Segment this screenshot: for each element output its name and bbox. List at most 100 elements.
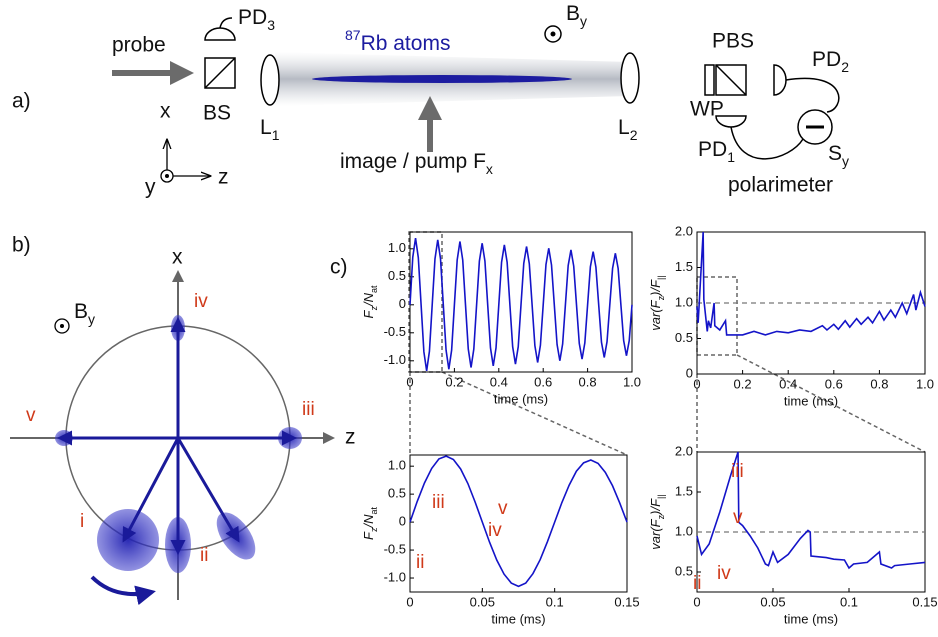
- vector: [176, 437, 240, 543]
- label-part: PD: [698, 138, 727, 161]
- annotation: v: [498, 498, 508, 519]
- x-tick-label: 0.1: [546, 594, 564, 609]
- zoom-connector: [441, 371, 628, 456]
- lens-l1: [260, 54, 280, 106]
- y-axis-label: var(Fz)/F||: [648, 494, 666, 549]
- label-part: at: [369, 507, 379, 515]
- y-tick-label: -0.5: [384, 541, 406, 556]
- by-dot: [550, 31, 556, 37]
- label-part: F: [361, 531, 376, 540]
- wp-label: WP: [690, 98, 724, 121]
- axis-y-label: y: [145, 176, 156, 199]
- label-part: var(F: [648, 299, 663, 330]
- axis-x-label: x: [160, 100, 171, 123]
- x-tick-label: 0.05: [760, 594, 785, 609]
- x-tick-label: 0.4: [779, 376, 797, 391]
- by-symbol: [54, 318, 70, 334]
- x-tick-label: 0.4: [490, 374, 508, 389]
- x-tick-label: 0.8: [870, 376, 888, 391]
- x-axis-label: time (ms): [491, 611, 545, 626]
- x-tick-label: 0.15: [614, 594, 639, 609]
- lens-l2: [620, 52, 640, 104]
- label-part: Rb atoms: [361, 32, 451, 55]
- label-part: ||: [656, 275, 666, 280]
- y-tick-label: 0.5: [388, 486, 406, 501]
- label-part: 2: [841, 59, 849, 75]
- label-part: ||: [656, 494, 666, 499]
- state-label: v: [26, 405, 36, 426]
- label-part: L: [618, 116, 630, 139]
- zoom-guides: [408, 231, 926, 456]
- atoms-label: 87Rb atoms: [345, 27, 450, 55]
- pbs-cube: [715, 64, 747, 96]
- pd1-label: PD1: [698, 138, 735, 165]
- annotation: ii: [416, 552, 424, 573]
- bs-diagonal: [204, 57, 236, 89]
- by-symbol: [544, 25, 562, 43]
- y-tick-label: 1.5: [675, 483, 693, 498]
- y-tick-label: 0: [399, 296, 406, 311]
- pd2-detector: [773, 64, 787, 96]
- axis-y-dot: [165, 174, 169, 178]
- annotation: iii: [432, 492, 445, 513]
- x-axis-label: time (ms): [784, 611, 838, 626]
- label-part: 1: [272, 127, 280, 143]
- x-tick-label: 1.0: [916, 376, 934, 391]
- polarimeter-label: polarimeter: [728, 174, 833, 197]
- label-part: var(F: [648, 518, 663, 549]
- x-axis-label: time (ms): [494, 391, 548, 406]
- state-label: i: [80, 511, 84, 532]
- label-part: L: [260, 116, 272, 139]
- state-label: iv: [194, 291, 208, 312]
- y-tick-label: 0.5: [675, 563, 693, 578]
- label-part: z: [656, 295, 666, 300]
- label-part: /N: [361, 292, 376, 307]
- pd3-detector: [204, 27, 236, 41]
- label-part: B: [566, 2, 580, 25]
- y-tick-label: 0.5: [675, 330, 693, 345]
- label-part: PD: [238, 6, 267, 29]
- x-tick-label: 0.15: [912, 594, 937, 609]
- data-line: [696, 231, 926, 336]
- x-tick-label: 0.1: [840, 594, 858, 609]
- by-dot: [60, 324, 64, 328]
- x-tick-label: 0: [406, 594, 413, 609]
- y-tick-label: -0.5: [384, 324, 406, 339]
- label-part: 87: [345, 27, 361, 43]
- annotation: iv: [488, 520, 502, 541]
- x-tick-label: 0: [693, 376, 700, 391]
- plot-frame: [409, 454, 628, 593]
- bs-label: BS: [203, 102, 231, 125]
- pd2-label: PD2: [812, 48, 849, 75]
- pd2-wire: [785, 77, 840, 113]
- label-part: z: [369, 527, 379, 532]
- y-tick-label: 1.0: [388, 458, 406, 473]
- x-tick-label: 0.05: [470, 594, 495, 609]
- axis-z-label: z: [345, 426, 356, 449]
- label-part: y: [88, 311, 95, 327]
- by-label: By: [74, 300, 95, 327]
- axis-x-label: x: [172, 246, 183, 269]
- sy-label: Sy: [828, 142, 849, 169]
- y-tick-label: -1.0: [384, 569, 406, 584]
- y-axis-label: Fz/Nat: [361, 507, 379, 540]
- state-vectors: [57, 317, 297, 555]
- annotation: ii: [693, 573, 701, 594]
- state-label: ii: [200, 545, 208, 566]
- waveplate: [704, 64, 715, 96]
- y-tick-label: 0: [399, 514, 406, 529]
- panel-b: b) x z By i ii iii iv v: [10, 234, 356, 606]
- label-part: )/F: [648, 279, 663, 298]
- y-tick-label: 2.0: [675, 443, 693, 458]
- x-tick-label: 0.6: [534, 374, 552, 389]
- y-tick-label: 1.0: [675, 294, 693, 309]
- label-part: F: [361, 309, 376, 318]
- state-blob: [97, 509, 159, 571]
- annotation: iv: [717, 563, 731, 584]
- data-line: [409, 238, 633, 371]
- pd3-label: PD3: [238, 6, 275, 33]
- label-part: y: [842, 153, 849, 169]
- x-tick-label: 0: [406, 374, 413, 389]
- y-tick-label: 0.5: [388, 268, 406, 283]
